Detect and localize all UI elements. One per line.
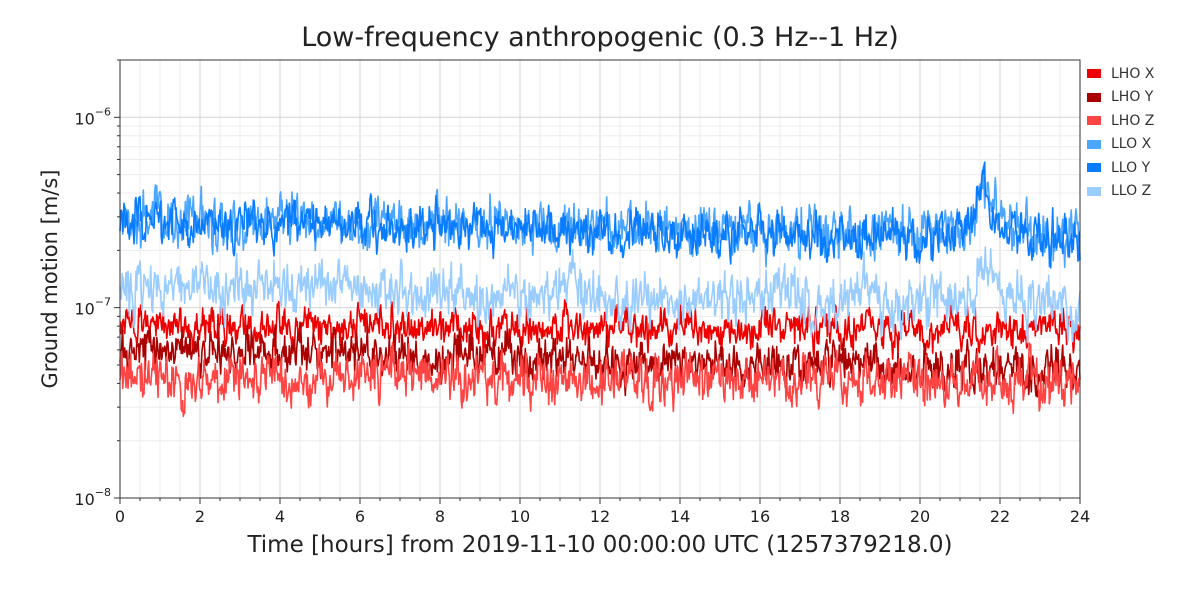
- x-tick-label: 0: [115, 507, 125, 526]
- y-tick-mantissa: 10: [74, 300, 94, 319]
- legend-item: LLO Z: [1087, 180, 1197, 204]
- legend-label: LHO Y: [1111, 89, 1154, 106]
- x-tick-label: 6: [355, 507, 365, 526]
- legend-swatch: [1087, 116, 1101, 126]
- legend-swatch: [1087, 139, 1101, 149]
- legend-label: LHO Z: [1111, 112, 1155, 129]
- x-tick-label: 20: [910, 507, 930, 526]
- legend: LHO X LHO Y LHO Z LLO X LLO Y LLO Z: [1087, 62, 1197, 203]
- legend-swatch: [1087, 92, 1101, 102]
- chart-title: Low-frequency anthropogenic (0.3 Hz--1 H…: [301, 22, 899, 53]
- y-tick-label: 10−8: [74, 486, 111, 509]
- x-tick-label: 14: [670, 507, 690, 526]
- legend-swatch: [1087, 186, 1101, 196]
- series-line-llo-y: [119, 161, 1081, 269]
- x-tick-label: 10: [510, 507, 530, 526]
- legend-item: LHO Y: [1087, 86, 1197, 110]
- legend-label: LHO X: [1111, 65, 1155, 82]
- legend-item: LLO X: [1087, 133, 1197, 157]
- legend-label: LLO Y: [1111, 159, 1151, 176]
- x-tick-label: 24: [1070, 507, 1090, 526]
- y-axis-label: Ground motion [m/s]: [38, 169, 62, 389]
- series-line-lho-z: [119, 341, 1081, 418]
- x-tick-label: 4: [275, 507, 285, 526]
- x-tick-label: 12: [590, 507, 610, 526]
- series-line-lho-x: [119, 298, 1081, 360]
- series-line-llo-x: [119, 166, 1081, 269]
- x-axis-label: Time [hours] from 2019-11-10 00:00:00 UT…: [247, 532, 953, 558]
- legend-label: LLO X: [1111, 136, 1152, 153]
- x-tick-label: 2: [195, 507, 205, 526]
- legend-swatch: [1087, 163, 1101, 173]
- y-tick-exponent: −7: [95, 296, 111, 309]
- legend-item: LLO Y: [1087, 156, 1197, 180]
- y-tick-label: 10−7: [74, 296, 111, 319]
- y-tick-mantissa: 10: [74, 490, 94, 509]
- y-tick-exponent: −8: [95, 486, 111, 499]
- x-tick-label: 8: [435, 507, 445, 526]
- x-tick-label: 16: [750, 507, 770, 526]
- legend-item: LHO Z: [1087, 109, 1197, 133]
- y-tick-exponent: −6: [95, 105, 111, 118]
- series-lines: [119, 161, 1081, 418]
- y-tick-mantissa: 10: [74, 109, 94, 128]
- x-tick-label: 18: [830, 507, 850, 526]
- legend-label: LLO Z: [1111, 183, 1152, 200]
- grid: [119, 59, 1081, 499]
- legend-swatch: [1087, 69, 1101, 79]
- x-tick-label: 22: [990, 507, 1010, 526]
- series-line-llo-z: [119, 246, 1081, 344]
- y-tick-label: 10−6: [74, 105, 111, 128]
- legend-item: LHO X: [1087, 62, 1197, 86]
